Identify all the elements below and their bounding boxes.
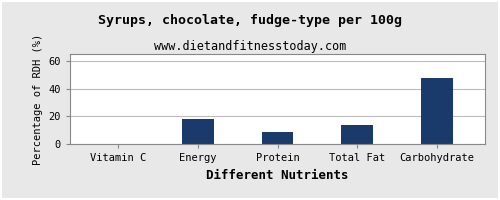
Text: Syrups, chocolate, fudge-type per 100g: Syrups, chocolate, fudge-type per 100g [98, 14, 402, 27]
Bar [342, 125, 374, 144]
Text: www.dietandfitnesstoday.com: www.dietandfitnesstoday.com [154, 40, 346, 53]
Bar [262, 132, 294, 144]
X-axis label: Different Nutrients: Different Nutrients [206, 169, 349, 182]
Y-axis label: Percentage of RDH (%): Percentage of RDH (%) [33, 33, 43, 165]
Bar [421, 78, 453, 144]
Bar [182, 119, 214, 144]
